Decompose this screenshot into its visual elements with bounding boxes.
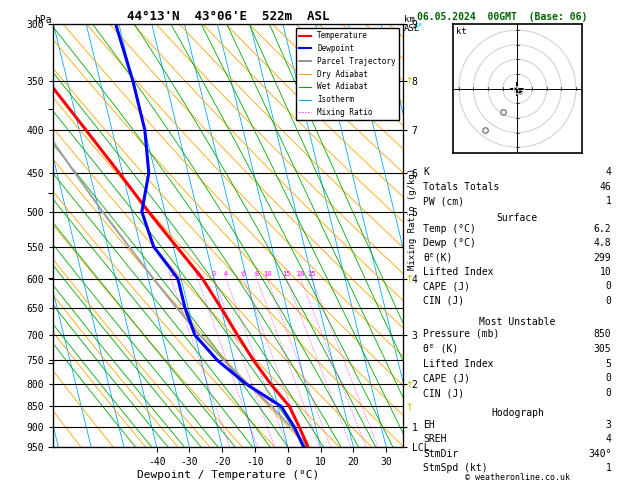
Text: 4: 4 [606,167,611,177]
Legend: Temperature, Dewpoint, Parcel Trajectory, Dry Adiabat, Wet Adiabat, Isotherm, Mi: Temperature, Dewpoint, Parcel Trajectory… [296,28,399,120]
Text: 0: 0 [606,388,611,399]
Text: 4: 4 [224,271,228,278]
Text: 1: 1 [606,463,611,473]
Text: Dewp (°C): Dewp (°C) [423,238,476,248]
Text: θᴱ (K): θᴱ (K) [423,344,459,354]
Text: ↑: ↑ [405,400,413,413]
Text: Pressure (mb): Pressure (mb) [423,329,499,339]
Text: 15: 15 [282,271,291,278]
Text: 0: 0 [606,296,611,306]
Text: 5: 5 [606,359,611,368]
Text: ↑: ↑ [405,378,413,391]
Text: 0: 0 [606,281,611,292]
Text: Most Unstable: Most Unstable [479,317,555,327]
Text: kt: kt [456,27,467,36]
Text: 1: 1 [606,196,611,207]
Text: Totals Totals: Totals Totals [423,182,499,191]
Text: 4: 4 [606,434,611,444]
Text: 10: 10 [599,267,611,277]
Text: Lifted Index: Lifted Index [423,267,494,277]
X-axis label: Dewpoint / Temperature (°C): Dewpoint / Temperature (°C) [137,469,319,480]
Text: 25: 25 [308,271,316,278]
Text: © weatheronline.co.uk: © weatheronline.co.uk [465,473,569,482]
Text: Mixing Ratio (g/kg): Mixing Ratio (g/kg) [408,168,416,270]
Text: 0: 0 [606,373,611,383]
Text: CAPE (J): CAPE (J) [423,281,470,292]
Text: CIN (J): CIN (J) [423,296,464,306]
Text: Hodograph: Hodograph [491,408,544,418]
Text: ↑: ↑ [405,272,413,285]
Text: 1: 1 [169,271,173,278]
Text: SREH: SREH [423,434,447,444]
Text: CIN (J): CIN (J) [423,388,464,399]
Text: Lifted Index: Lifted Index [423,359,494,368]
Text: 299: 299 [594,253,611,263]
Title: 44°13'N  43°06'E  522m  ASL: 44°13'N 43°06'E 522m ASL [127,10,329,23]
Text: StmSpd (kt): StmSpd (kt) [423,463,488,473]
Text: 06.05.2024  00GMT  (Base: 06): 06.05.2024 00GMT (Base: 06) [417,12,587,22]
Text: 20: 20 [296,271,305,278]
Text: Surface: Surface [497,212,538,223]
Text: 3: 3 [606,419,611,430]
Text: 305: 305 [594,344,611,354]
Text: ↑: ↑ [405,74,413,87]
Text: 6: 6 [242,271,246,278]
Text: EH: EH [423,419,435,430]
Text: 2: 2 [196,271,200,278]
Text: 8: 8 [255,271,259,278]
Text: 4.8: 4.8 [594,238,611,248]
Text: km
ASL: km ASL [404,15,420,33]
Text: Temp (°C): Temp (°C) [423,224,476,234]
Text: 3: 3 [212,271,216,278]
Text: StmDir: StmDir [423,449,459,459]
Text: 340°: 340° [588,449,611,459]
Text: 10: 10 [263,271,271,278]
Text: 46: 46 [599,182,611,191]
Text: hPa: hPa [35,15,52,25]
Text: CAPE (J): CAPE (J) [423,373,470,383]
Text: 6.2: 6.2 [594,224,611,234]
Text: ↗: ↗ [415,19,423,33]
Text: 850: 850 [594,329,611,339]
Text: PW (cm): PW (cm) [423,196,464,207]
Text: θᴱ(K): θᴱ(K) [423,253,453,263]
Text: K: K [423,167,429,177]
